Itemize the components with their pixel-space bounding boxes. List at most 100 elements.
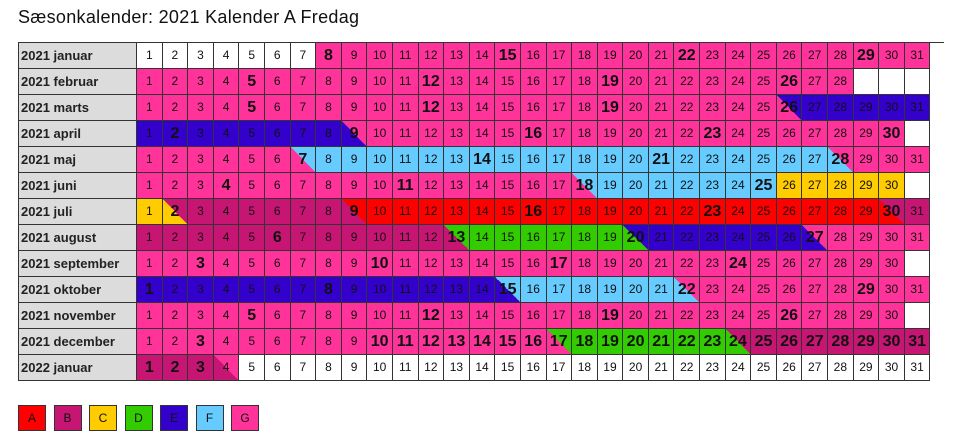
day-cell: 25 (751, 355, 777, 381)
day-cell: 30 (879, 277, 905, 303)
day-cell: 29 (853, 329, 880, 355)
day-cell: 20 (623, 121, 649, 147)
day-cell: 21 (648, 43, 675, 69)
day-cell: 1 (137, 43, 163, 69)
day-cell: 4 (213, 329, 240, 355)
day-cell: 31 (904, 225, 931, 251)
day-cell: 17 (546, 95, 573, 121)
day-cell: 8 (316, 225, 342, 251)
day-cell: 17 (546, 69, 573, 95)
season-calendar-grid: 2021 januar 1 2 3 4 5 6 7 8 9 10 11 12 13 14 15 16 17 18 19… (18, 42, 944, 381)
day-cell (904, 303, 931, 329)
day-cell: 12 (418, 355, 445, 381)
day-cell: 7 (290, 303, 317, 329)
day-cell: 9 (341, 95, 368, 121)
day-cell: 12 (418, 147, 445, 173)
day-cell: 7 (290, 147, 317, 173)
day-cell: 22 (674, 121, 701, 147)
day-cell: 17 (546, 355, 573, 381)
day-cell: 4 (213, 277, 240, 303)
day-cell: 2 (162, 355, 189, 381)
day-cell: 28 (828, 69, 854, 95)
day-cell: 18 (572, 225, 598, 251)
day-cell: 12 (418, 173, 445, 199)
day-cell: 6 (264, 121, 291, 147)
day-cell: 10 (367, 69, 393, 95)
day-cell: 14 (469, 251, 496, 277)
day-cell: 13 (444, 355, 470, 381)
day-cell: 28 (828, 121, 854, 147)
day-cell: 14 (469, 95, 496, 121)
day-cell: 8 (316, 199, 342, 225)
day-cell: 12 (418, 69, 445, 95)
day-cell: 20 (623, 43, 649, 69)
day-cell: 4 (213, 303, 240, 329)
day-cell: 19 (597, 121, 624, 147)
day-cell: 18 (572, 43, 598, 69)
day-cell: 8 (316, 95, 342, 121)
month-row: 2021 november 1 2 3 4 5 6 7 8 9 10 11 12 13 14 15 16 17 18… (19, 303, 944, 329)
day-cell: 25 (751, 69, 777, 95)
day-cell: 4 (213, 251, 240, 277)
day-cell: 6 (264, 251, 291, 277)
day-cell: 5 (239, 173, 265, 199)
month-label: 2021 august (19, 225, 137, 251)
day-cell: 24 (725, 147, 752, 173)
day-cell: 5 (239, 121, 265, 147)
day-cell: 26 (776, 199, 803, 225)
day-cell: 9 (341, 303, 368, 329)
day-cell: 7 (290, 225, 317, 251)
day-cell: 21 (648, 121, 675, 147)
day-cell: 31 (904, 147, 931, 173)
day-cell: 5 (239, 277, 265, 303)
day-cell: 25 (751, 329, 777, 355)
day-cell: 23 (700, 277, 726, 303)
day-cell: 23 (700, 303, 726, 329)
day-cell: 13 (444, 199, 470, 225)
day-cell: 20 (623, 355, 649, 381)
day-cell: 17 (546, 43, 573, 69)
day-cell: 27 (802, 69, 829, 95)
day-cell (853, 69, 880, 95)
day-cell (904, 121, 931, 147)
day-cell: 18 (572, 303, 598, 329)
day-cell (904, 251, 931, 277)
day-cell: 16 (520, 147, 547, 173)
day-cell: 19 (597, 303, 624, 329)
day-cell: 22 (674, 69, 701, 95)
day-cell: 31 (904, 277, 931, 303)
day-cell: 21 (648, 199, 675, 225)
day-cell: 21 (648, 69, 675, 95)
day-cell: 3 (188, 251, 214, 277)
day-cell: 16 (520, 225, 547, 251)
day-cell: 29 (853, 355, 880, 381)
day-cell: 30 (879, 199, 905, 225)
day-cell: 11 (392, 329, 419, 355)
day-cell: 25 (751, 199, 777, 225)
day-cell: 18 (572, 251, 598, 277)
day-cell: 19 (597, 95, 624, 121)
day-cell: 3 (188, 173, 214, 199)
day-cell: 28 (828, 43, 854, 69)
day-cell: 14 (469, 303, 496, 329)
day-cell: 9 (341, 69, 368, 95)
day-cell: 13 (444, 277, 470, 303)
day-cell: 21 (648, 147, 675, 173)
day-cell: 7 (290, 43, 317, 69)
day-cell: 25 (751, 43, 777, 69)
day-cell: 28 (828, 199, 854, 225)
day-cell: 3 (188, 121, 214, 147)
day-cell: 14 (469, 147, 496, 173)
month-row: 2021 maj 1 2 3 4 5 6 7 8 9 10 11 12 13 14 15 16 17 18 19 20 2… (19, 147, 944, 173)
day-cell: 26 (776, 355, 803, 381)
day-cell: 14 (469, 121, 496, 147)
day-cell: 2 (162, 277, 189, 303)
month-label: 2021 september (19, 251, 137, 277)
day-cell: 23 (700, 69, 726, 95)
day-cell: 30 (879, 147, 905, 173)
day-cell: 22 (674, 199, 701, 225)
day-cell: 21 (648, 251, 675, 277)
day-cell: 14 (469, 69, 496, 95)
day-cell: 15 (495, 173, 521, 199)
day-cell: 22 (674, 225, 701, 251)
